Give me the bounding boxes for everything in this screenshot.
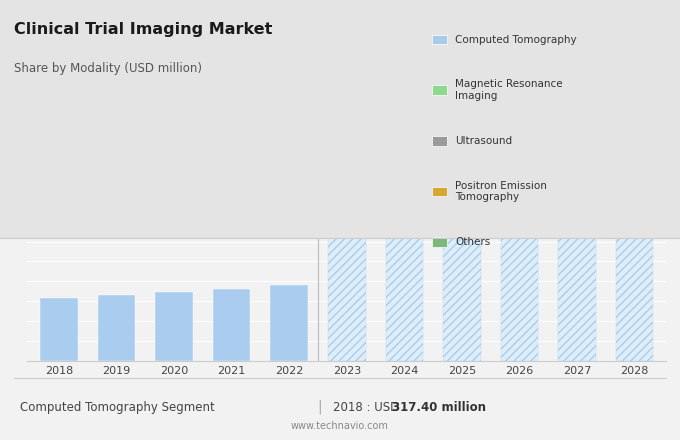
Bar [501,238,539,361]
Text: |: | [318,400,322,414]
Bar [98,295,135,361]
Bar [386,238,423,361]
Text: 2018 : USD: 2018 : USD [333,400,403,414]
Text: 317.40 million: 317.40 million [392,400,486,414]
Text: Positron Emission
Tomography: Positron Emission Tomography [455,180,547,202]
Text: Magnetic Resonance
Imaging: Magnetic Resonance Imaging [455,79,562,101]
Wedge shape [252,57,322,198]
Bar [271,285,308,361]
Text: Clinical Trial Imaging Market: Clinical Trial Imaging Market [14,22,272,37]
Text: Others: Others [455,237,490,247]
Text: Computed Tomography: Computed Tomography [455,35,577,44]
Text: Ultrasound: Ultrasound [455,136,512,146]
Bar [155,292,192,361]
Bar [616,238,653,361]
Text: Computed Tomography Segment: Computed Tomography Segment [20,400,215,414]
Bar [558,238,596,361]
Wedge shape [210,59,241,95]
Bar [213,289,250,361]
Text: www.technavio.com: www.technavio.com [291,421,389,431]
Wedge shape [234,57,252,88]
Wedge shape [181,70,228,141]
Text: Share by Modality (USD million): Share by Modality (USD million) [14,62,201,75]
Bar [40,298,78,361]
Wedge shape [182,135,252,198]
Bar [443,238,481,361]
Bar [328,238,366,361]
